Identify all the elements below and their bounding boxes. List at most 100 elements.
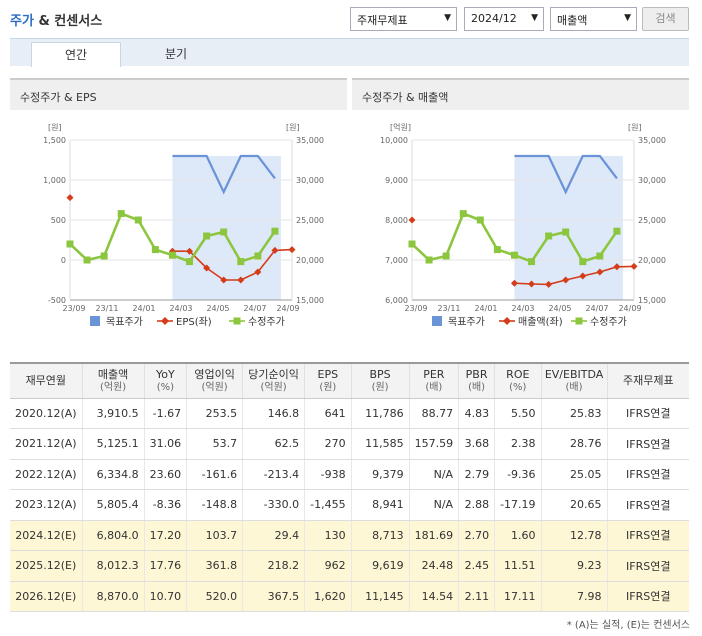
- footnote: * (A)는 실적, (E)는 컨센서스: [566, 620, 690, 631]
- y-right-tick-label: 20,000: [638, 256, 666, 265]
- y-right-unit: [원]: [628, 123, 642, 132]
- table-cell: 29.4: [242, 520, 306, 551]
- table-cell: 11,145: [351, 581, 410, 612]
- column-header-label: ROE: [506, 367, 530, 381]
- table-cell: 10.70: [144, 581, 188, 612]
- table-cell: 1.60: [494, 520, 542, 551]
- column-header: 당기순이익 (억원): [242, 363, 306, 399]
- column-header: PBR (배): [458, 363, 496, 399]
- column-header-unit: (배): [565, 381, 583, 393]
- table-cell: 31.06: [144, 428, 188, 460]
- legend-swatch: [90, 316, 100, 326]
- row-period: 2022.12(A): [10, 459, 83, 490]
- table-cell: 28.76: [541, 428, 608, 460]
- tab-quarterly[interactable]: 분기: [164, 47, 188, 61]
- column-header-label: PBR: [465, 367, 488, 381]
- column-header-label: PER: [423, 367, 445, 381]
- column-header-unit: (%): [509, 381, 527, 393]
- data-point: [545, 232, 553, 240]
- table-cell: IFRS연결: [607, 428, 689, 460]
- period-tabs: 연간 분기: [10, 38, 689, 67]
- data-point: [271, 246, 279, 254]
- y-left-tick-label: 10,000: [380, 136, 408, 145]
- table-cell: -8.36: [144, 489, 188, 521]
- table-cell: 3.68: [458, 428, 496, 460]
- table-cell: 6,334.8: [82, 459, 145, 490]
- table-cell: 14.54: [409, 581, 460, 612]
- chart-panel-sales: 수정주가 & 매출액 10,000 35,000 9,000 30,000 8,000 2…: [352, 78, 689, 335]
- column-header-label: EPS: [317, 367, 339, 381]
- column-header: YoY (%): [144, 363, 188, 399]
- period-select[interactable]: 2024/12 ▼: [464, 7, 544, 31]
- data-point: [220, 228, 228, 236]
- table-cell: 2.45: [458, 550, 496, 582]
- legend-label: EPS(좌): [176, 316, 212, 328]
- page-header: 주가 & 컨센서스 주재무제표 ▼ 2024/12 ▼ 매출액 ▼ 검색: [0, 0, 702, 36]
- table-cell: 2.70: [458, 520, 496, 551]
- data-point: [237, 258, 245, 266]
- table-cell: 17.20: [144, 520, 188, 551]
- tab-annual[interactable]: 연간: [31, 42, 121, 67]
- column-header-unit: (%): [156, 381, 175, 393]
- table-cell: IFRS연결: [607, 489, 689, 521]
- chart-title-sales: 수정주가 & 매출액: [352, 78, 689, 110]
- x-tick-label: 24/03: [169, 304, 192, 313]
- row-period: 2025.12(E): [10, 550, 83, 582]
- data-point: [271, 227, 279, 235]
- column-header: EPS (원): [304, 363, 352, 399]
- data-point: [528, 280, 536, 288]
- data-point: [203, 232, 211, 240]
- column-header-unit: (원): [319, 381, 337, 393]
- x-tick-label: 24/05: [206, 304, 229, 313]
- table-cell: 11,585: [351, 428, 410, 460]
- column-header-label: 주재무제표: [622, 374, 674, 388]
- table-cell: 24.48: [409, 550, 460, 582]
- y-left-tick-label: 500: [51, 216, 66, 225]
- table-cell: -148.8: [186, 489, 244, 521]
- table-row: 2025.12(E) 8,012.3 17.76 361.8 218.2 962 9,619…: [10, 550, 689, 582]
- data-point: [596, 268, 604, 276]
- title-main: 주가: [10, 14, 34, 29]
- table-cell: -330.0: [242, 489, 306, 521]
- data-point: [408, 240, 416, 248]
- column-header-label: 재무연월: [25, 374, 67, 388]
- y-left-tick-label: 6,000: [385, 296, 408, 305]
- metric-select[interactable]: 매출액 ▼: [550, 7, 637, 31]
- table-cell: IFRS연결: [607, 550, 689, 582]
- table-row: 2023.12(A) 5,805.4 -8.36 -148.8 -330.0 -1,455…: [10, 489, 689, 521]
- data-point: [528, 258, 536, 266]
- table-cell: -1,455: [304, 489, 352, 521]
- data-point: [493, 246, 501, 254]
- y-right-tick-label: 35,000: [638, 136, 666, 145]
- data-point: [408, 216, 416, 224]
- table-cell: 8,713: [351, 520, 410, 551]
- table-cell: 17.76: [144, 550, 188, 582]
- table-cell: 962: [304, 550, 352, 582]
- table-cell: 11,786: [351, 398, 410, 429]
- table-cell: 8,941: [351, 489, 410, 521]
- table-cell: 3,910.5: [82, 398, 145, 429]
- series-line: [172, 154, 276, 195]
- column-header-unit: (배): [468, 381, 486, 393]
- table-row: 2024.12(E) 6,804.0 17.20 103.7 29.4 130 8,713 1…: [10, 520, 689, 551]
- table-cell: 62.5: [242, 428, 306, 460]
- table-cell: 1,620: [304, 581, 352, 612]
- table-cell: 157.59: [409, 428, 460, 460]
- table-body: 2020.12(A) 3,910.5 -1.67 253.5 146.8 641 11,78…: [10, 398, 689, 612]
- report-type-select[interactable]: 주재무제표 ▼: [350, 7, 457, 31]
- table-cell: 2.88: [458, 489, 496, 521]
- table-row: 2026.12(E) 8,870.0 10.70 520.0 367.5 1,620 11,…: [10, 581, 689, 612]
- table-cell: 641: [304, 398, 352, 429]
- chevron-down-icon: ▼: [444, 13, 451, 23]
- column-header-unit: (원): [371, 381, 389, 393]
- x-tick-label: 24/01: [474, 304, 497, 313]
- table-cell: -938: [304, 459, 352, 490]
- search-button[interactable]: 검색: [642, 7, 689, 31]
- x-tick-label: 23/09: [404, 304, 427, 313]
- data-point: [66, 194, 74, 202]
- table-cell: IFRS연결: [607, 398, 689, 429]
- data-point: [168, 251, 176, 259]
- series-line: [172, 248, 293, 281]
- table-cell: IFRS연결: [607, 520, 689, 551]
- table-cell: -213.4: [242, 459, 306, 490]
